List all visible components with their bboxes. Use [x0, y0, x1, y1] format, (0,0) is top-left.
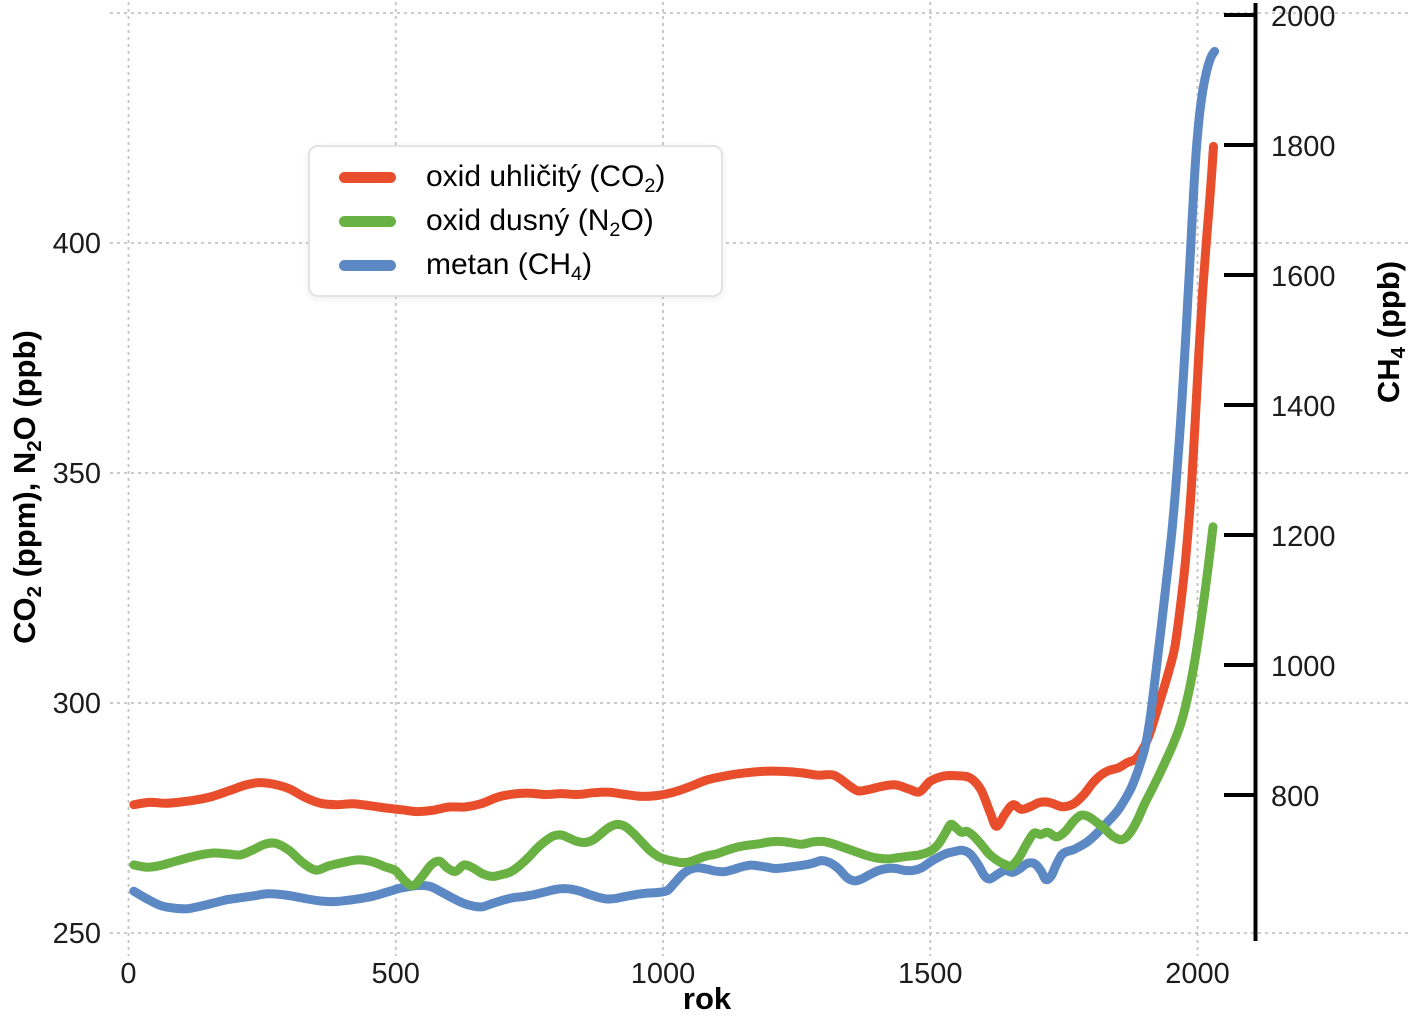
legend: oxid uhličitý (CO2) oxid dusný (N2O) metan… — [308, 145, 723, 297]
text-segment: metan (CH — [426, 248, 572, 281]
legend-label: oxid uhličitý (CO2) — [426, 160, 666, 196]
legend-item-1: oxid dusný (N2O) — [339, 204, 721, 240]
right-axis-title: CH4 (ppb) — [1371, 261, 1415, 403]
text-segment: oxid dusný (N — [426, 204, 610, 237]
text-segment: CH — [1371, 358, 1406, 404]
right-axis-tick-label: 1200 — [1271, 521, 1336, 553]
left-axis-tick-label: 250 — [53, 918, 101, 950]
n2o-line — [129, 522, 1218, 891]
x-axis-tick-label: 1000 — [631, 958, 696, 990]
right-axis-tick-label: 800 — [1271, 781, 1319, 813]
subscript: 4 — [1387, 346, 1411, 359]
text-segment: (ppb) — [1371, 260, 1406, 347]
x-axis-tick-label: 2000 — [1165, 958, 1230, 990]
subscript: 2 — [609, 218, 621, 241]
x-axis-tick-label: 1500 — [898, 958, 963, 990]
legend-swatch — [339, 171, 396, 183]
right-axis-tick-label: 1800 — [1271, 131, 1336, 163]
legend-swatch — [339, 259, 396, 271]
text-segment: oxid uhličitý (CO — [426, 160, 645, 193]
right-axis-tick-label: 1600 — [1271, 261, 1336, 293]
text-segment: O (ppb) — [7, 330, 42, 441]
legend-swatch — [339, 215, 396, 227]
x-axis-title: rok — [682, 981, 732, 1016]
subscript: 2 — [644, 174, 656, 197]
left-axis-title: CO2 (ppm), N2O (ppb) — [7, 330, 339, 644]
right-axis-tick-label: 1000 — [1271, 651, 1336, 683]
subscript: 2 — [23, 440, 47, 452]
legend-item-2: metan (CH4) — [339, 248, 721, 284]
text-segment: CO — [7, 597, 42, 644]
legend-label: oxid dusný (N2O) — [426, 204, 654, 240]
text-segment: O) — [620, 204, 654, 237]
left-axis-tick-label: 350 — [53, 458, 101, 490]
text-segment: ) — [655, 160, 666, 193]
right-axis-tick-label: 1400 — [1271, 391, 1336, 423]
subscript: 4 — [571, 262, 583, 285]
right-axis-tick-label: 2000 — [1271, 1, 1336, 33]
legend-item-0: oxid uhličitý (CO2) — [339, 160, 721, 196]
text-segment: ) — [582, 248, 593, 281]
subscript: 2 — [23, 586, 47, 598]
x-axis-tick-label: 500 — [372, 958, 420, 990]
left-axis-tick-label: 300 — [53, 688, 101, 720]
left-axis-tick-label: 400 — [53, 228, 101, 260]
legend-label: metan (CH4) — [426, 248, 593, 284]
x-axis-tick-label: 0 — [120, 958, 136, 990]
text-segment: (ppm), N — [7, 451, 42, 586]
